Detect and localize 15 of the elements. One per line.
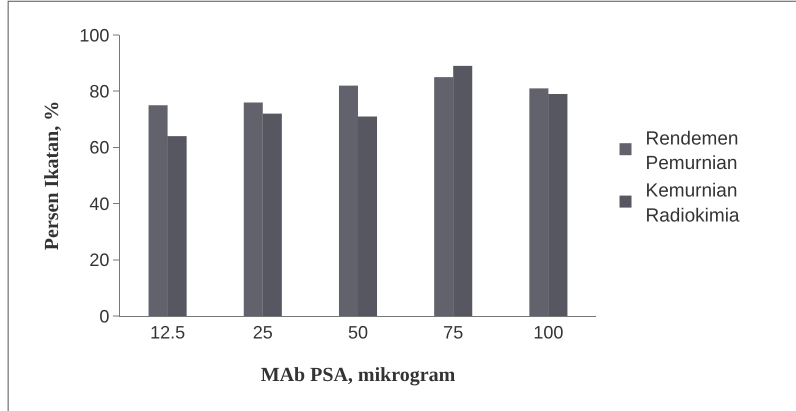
x-tick-label: 100 — [533, 322, 564, 343]
y-tick-label: 20 — [89, 250, 110, 270]
x-tick-label: 12.5 — [150, 322, 186, 343]
y-axis-title: Persen Ikatan, % — [40, 100, 63, 250]
y-tick-label: 100 — [79, 25, 110, 46]
y-tick-label: 0 — [99, 306, 110, 326]
x-tick-label: 50 — [348, 322, 368, 343]
x-axis-title: MAb PSA, mikrogram — [260, 364, 456, 386]
x-tick-label: 75 — [443, 322, 464, 343]
y-tick-label: 60 — [89, 138, 110, 158]
legend-label: Rendemen Pemurnian — [646, 128, 738, 174]
y-tick-label: 40 — [89, 194, 110, 214]
y-tick-label: 80 — [89, 82, 110, 102]
x-tick-label: 25 — [252, 322, 273, 343]
legend-label: Kemurnian Radiokimia — [646, 180, 740, 226]
